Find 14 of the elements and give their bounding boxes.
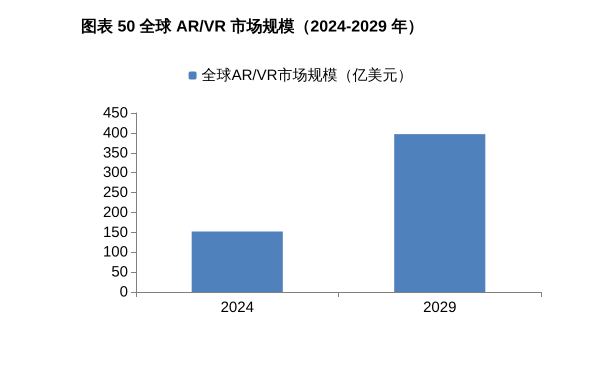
- y-tick-label: 100: [102, 244, 128, 261]
- y-tick-label: 0: [120, 284, 128, 300]
- y-tick-label: 250: [102, 184, 128, 202]
- y-tick-label: 400: [102, 124, 128, 142]
- legend-label: 全球AR/VR市场规模（亿美元）: [202, 67, 412, 84]
- y-tick-label: 150: [102, 224, 128, 241]
- y-tick-label: 50: [111, 264, 128, 281]
- x-tick-label: 2029: [423, 299, 456, 316]
- chart-title: 图表 50 全球 AR/VR 市场规模（2024-2029 年）: [81, 18, 424, 36]
- y-tick-label: 200: [102, 204, 128, 221]
- y-tick-label: 350: [102, 144, 128, 162]
- x-tick-label: 2024: [220, 299, 254, 316]
- y-tick-label: 300: [102, 164, 128, 182]
- y-tick-label: 450: [102, 104, 128, 122]
